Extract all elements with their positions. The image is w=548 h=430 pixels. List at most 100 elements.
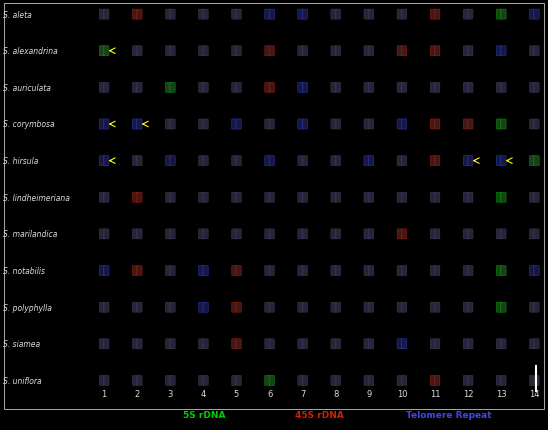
FancyBboxPatch shape — [236, 156, 241, 166]
FancyBboxPatch shape — [402, 120, 407, 130]
FancyBboxPatch shape — [232, 46, 237, 57]
FancyBboxPatch shape — [302, 229, 307, 240]
FancyBboxPatch shape — [463, 46, 469, 57]
FancyBboxPatch shape — [203, 120, 208, 130]
FancyBboxPatch shape — [430, 156, 436, 166]
FancyBboxPatch shape — [402, 266, 407, 276]
FancyBboxPatch shape — [302, 339, 307, 349]
FancyBboxPatch shape — [331, 46, 336, 57]
FancyBboxPatch shape — [170, 120, 175, 130]
FancyBboxPatch shape — [402, 193, 407, 203]
FancyBboxPatch shape — [331, 375, 336, 386]
FancyBboxPatch shape — [136, 83, 142, 93]
FancyBboxPatch shape — [397, 83, 402, 93]
FancyBboxPatch shape — [132, 10, 138, 20]
FancyBboxPatch shape — [435, 375, 440, 386]
FancyBboxPatch shape — [467, 46, 473, 57]
FancyBboxPatch shape — [430, 46, 436, 57]
FancyBboxPatch shape — [335, 120, 341, 130]
Text: S. notabilis: S. notabilis — [3, 267, 45, 275]
Text: S. auriculata: S. auriculata — [3, 84, 51, 92]
FancyBboxPatch shape — [430, 302, 436, 313]
FancyBboxPatch shape — [364, 193, 369, 203]
FancyBboxPatch shape — [463, 375, 469, 386]
FancyBboxPatch shape — [165, 83, 171, 93]
FancyBboxPatch shape — [165, 193, 171, 203]
FancyBboxPatch shape — [265, 302, 270, 313]
FancyBboxPatch shape — [302, 156, 307, 166]
FancyBboxPatch shape — [265, 83, 270, 93]
FancyBboxPatch shape — [132, 156, 138, 166]
FancyBboxPatch shape — [335, 83, 341, 93]
FancyBboxPatch shape — [232, 302, 237, 313]
FancyBboxPatch shape — [298, 375, 303, 386]
FancyBboxPatch shape — [402, 156, 407, 166]
FancyBboxPatch shape — [368, 10, 374, 20]
FancyBboxPatch shape — [136, 266, 142, 276]
Text: S. polyphylla: S. polyphylla — [3, 303, 52, 312]
FancyBboxPatch shape — [265, 193, 270, 203]
Text: S. lindheimeriana: S. lindheimeriana — [3, 194, 70, 202]
FancyBboxPatch shape — [335, 339, 341, 349]
FancyBboxPatch shape — [364, 83, 369, 93]
FancyBboxPatch shape — [463, 83, 469, 93]
FancyBboxPatch shape — [496, 156, 502, 166]
FancyBboxPatch shape — [203, 302, 208, 313]
Text: 10: 10 — [397, 389, 407, 398]
FancyBboxPatch shape — [298, 193, 303, 203]
FancyBboxPatch shape — [198, 83, 204, 93]
FancyBboxPatch shape — [496, 266, 502, 276]
Text: S. uniflora: S. uniflora — [3, 376, 42, 385]
FancyBboxPatch shape — [435, 266, 440, 276]
Text: S. corymbosa: S. corymbosa — [3, 120, 55, 129]
Text: S. hirsula: S. hirsula — [3, 157, 38, 166]
FancyBboxPatch shape — [269, 266, 275, 276]
FancyBboxPatch shape — [534, 375, 539, 386]
FancyBboxPatch shape — [435, 156, 440, 166]
Text: 5S rDNA: 5S rDNA — [183, 411, 225, 419]
FancyBboxPatch shape — [364, 46, 369, 57]
FancyBboxPatch shape — [269, 120, 275, 130]
FancyBboxPatch shape — [529, 83, 535, 93]
FancyBboxPatch shape — [335, 193, 341, 203]
FancyBboxPatch shape — [368, 302, 374, 313]
FancyBboxPatch shape — [170, 266, 175, 276]
FancyBboxPatch shape — [467, 193, 473, 203]
FancyBboxPatch shape — [265, 229, 270, 240]
FancyBboxPatch shape — [364, 339, 369, 349]
FancyBboxPatch shape — [368, 339, 374, 349]
FancyBboxPatch shape — [402, 339, 407, 349]
FancyBboxPatch shape — [534, 229, 539, 240]
FancyBboxPatch shape — [529, 10, 535, 20]
FancyBboxPatch shape — [534, 120, 539, 130]
FancyBboxPatch shape — [430, 229, 436, 240]
FancyBboxPatch shape — [397, 375, 402, 386]
FancyBboxPatch shape — [104, 10, 109, 20]
FancyBboxPatch shape — [496, 339, 502, 349]
FancyBboxPatch shape — [435, 339, 440, 349]
FancyBboxPatch shape — [99, 302, 105, 313]
FancyBboxPatch shape — [198, 302, 204, 313]
FancyBboxPatch shape — [104, 46, 109, 57]
FancyBboxPatch shape — [529, 193, 535, 203]
FancyBboxPatch shape — [402, 375, 407, 386]
FancyBboxPatch shape — [136, 375, 142, 386]
FancyBboxPatch shape — [335, 229, 341, 240]
FancyBboxPatch shape — [331, 302, 336, 313]
FancyBboxPatch shape — [132, 193, 138, 203]
FancyBboxPatch shape — [99, 339, 105, 349]
FancyBboxPatch shape — [529, 302, 535, 313]
FancyBboxPatch shape — [232, 83, 237, 93]
FancyBboxPatch shape — [236, 120, 241, 130]
FancyBboxPatch shape — [232, 266, 237, 276]
Text: 3: 3 — [168, 389, 173, 398]
Text: 11: 11 — [430, 389, 440, 398]
FancyBboxPatch shape — [496, 120, 502, 130]
FancyBboxPatch shape — [302, 120, 307, 130]
FancyBboxPatch shape — [298, 339, 303, 349]
FancyBboxPatch shape — [203, 229, 208, 240]
FancyBboxPatch shape — [368, 193, 374, 203]
FancyBboxPatch shape — [99, 229, 105, 240]
Text: 4: 4 — [201, 389, 206, 398]
FancyBboxPatch shape — [335, 156, 341, 166]
